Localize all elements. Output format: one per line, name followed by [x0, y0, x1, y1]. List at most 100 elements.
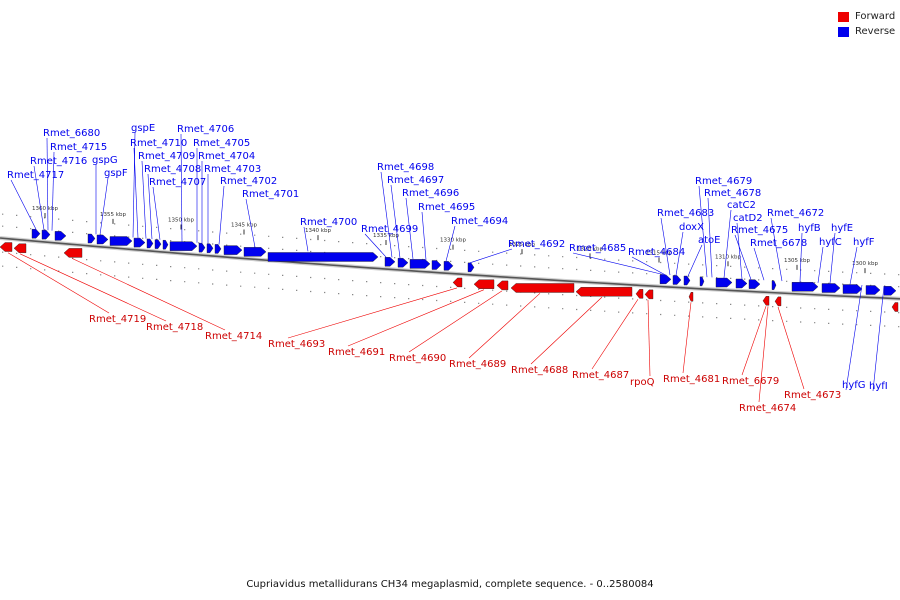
legend-label-forward: Forward: [855, 11, 896, 22]
label-leader-reverse: [421, 211, 427, 260]
legend-swatch-reverse: [838, 26, 849, 37]
scale-label: 1340 kbp: [305, 228, 331, 234]
gene-label-reverse: hyfB: [798, 223, 821, 234]
label-leader-reverse: [631, 256, 666, 276]
gene-arrow-reverse: [162, 240, 169, 250]
label-leader-reverse: [33, 165, 45, 230]
label-leader-reverse: [99, 177, 109, 235]
gene-label-reverse: Rmet_4706: [177, 124, 234, 135]
label-leader-reverse: [675, 231, 684, 276]
gene-label-forward: Rmet_4693: [268, 339, 325, 350]
label-leader-reverse: [799, 232, 803, 283]
gene-arrow-reverse: [214, 244, 222, 254]
gene-label-forward: Rmet_4688: [511, 365, 568, 376]
label-leader-reverse: [707, 197, 713, 278]
legend-label-reverse: Reverse: [855, 26, 896, 37]
gene-label-reverse: Rmet_4678: [704, 188, 761, 199]
scale-label: 1335 kbp: [373, 233, 399, 239]
label-leader-forward: [682, 302, 692, 374]
gene-label-forward: rpoQ: [630, 377, 655, 388]
map-caption: Cupriavidus metallidurans CH34 megaplasm…: [246, 579, 654, 590]
gene-label-reverse: Rmet_4705: [193, 138, 250, 149]
gene-label-reverse: atoE: [698, 235, 721, 246]
label-leader-reverse: [218, 185, 225, 245]
gene-arrow-reverse: [467, 262, 475, 273]
gene-label-reverse: gspE: [131, 123, 155, 134]
label-leader-reverse: [753, 247, 765, 281]
gene-label-reverse: Rmet_4683: [657, 208, 714, 219]
label-leader-forward: [647, 299, 651, 377]
gene-label-reverse: Rmet_6678: [750, 238, 807, 249]
gene-arrow-reverse: [54, 231, 67, 241]
gene-label-reverse: hyfC: [819, 237, 842, 248]
label-leader-reverse: [46, 137, 49, 231]
gene-label-reverse: Rmet_4717: [7, 170, 64, 181]
gene-label-forward: Rmet_4718: [146, 322, 203, 333]
gene-label-reverse: hyfI: [869, 381, 888, 392]
legend-item-forward: Forward: [838, 9, 895, 24]
scale-label: 1325 kbp: [509, 242, 535, 248]
gene-arrow-reverse: [41, 229, 51, 240]
gene-arrow-forward: [575, 287, 633, 297]
label-leader-reverse: [180, 133, 183, 242]
gene-arrow-reverse: [206, 243, 214, 253]
label-leader-forward: [19, 253, 167, 322]
gene-arrow-reverse: [883, 286, 897, 296]
label-leader-reverse: [245, 198, 256, 248]
gene-label-forward: Rmet_4674: [739, 403, 796, 414]
gene-arrow-reverse: [715, 277, 733, 288]
gene-label-reverse: catC2: [727, 200, 756, 211]
gene-label-reverse: gspF: [104, 168, 128, 179]
gene-label-reverse: Rmet_4702: [220, 176, 277, 187]
label-leader-reverse: [132, 132, 136, 238]
gene-label-forward: Rmet_4719: [89, 314, 146, 325]
label-leader-reverse: [405, 197, 414, 259]
scale-label: 1305 kbp: [784, 258, 810, 264]
label-leader-forward: [591, 299, 639, 370]
gene-arrow-forward: [0, 242, 13, 252]
gene-arrow-reverse: [748, 279, 761, 289]
gene-label-reverse: Rmet_4679: [695, 176, 752, 187]
gene-label-forward: Rmet_4714: [205, 331, 262, 342]
gene-arrow-reverse: [243, 247, 267, 257]
gene-arrow-reverse: [384, 257, 396, 267]
gene-label-reverse: Rmet_4700: [300, 217, 357, 228]
label-leader-forward: [468, 293, 541, 359]
gene-arrow-reverse: [735, 278, 748, 289]
label-leader-reverse: [849, 246, 858, 285]
gene-label-reverse: Rmet_4707: [149, 177, 206, 188]
sequence-backbone: [0, 237, 900, 300]
legend-item-reverse: Reverse: [838, 24, 895, 39]
scale-label: 1355 kbp: [100, 212, 126, 218]
label-leader-reverse: [572, 252, 665, 276]
label-leader-reverse: [845, 284, 863, 391]
gene-arrow-forward: [644, 289, 654, 300]
gene-label-forward: Rmet_4681: [663, 374, 720, 385]
scale-label: 1315 kbp: [646, 250, 672, 256]
label-leader-reverse: [736, 222, 743, 280]
scale-label: 1330 kbp: [440, 238, 466, 244]
label-leader-forward: [777, 306, 805, 390]
scale-label: 1300 kbp: [852, 261, 878, 267]
label-leader-reverse: [364, 233, 387, 258]
gene-arrow-reverse: [169, 241, 198, 251]
gene-label-reverse: Rmet_4709: [138, 151, 195, 162]
gene-arrow-forward: [452, 277, 463, 288]
label-leader-reverse: [687, 244, 703, 277]
scale-label: 1350 kbp: [168, 217, 194, 223]
label-leader-reverse: [698, 185, 708, 278]
label-leader-forward: [530, 296, 603, 365]
label-leader-forward: [287, 287, 458, 339]
gene-arrow-reverse: [133, 237, 146, 248]
gene-arrow-forward: [13, 243, 27, 253]
gene-arrow-reverse: [198, 242, 206, 253]
gene-label-forward: Rmet_4689: [449, 359, 506, 370]
gene-arrow-forward: [774, 296, 782, 307]
label-leader-reverse: [303, 226, 309, 252]
label-leader-forward: [71, 258, 226, 331]
legend: Forward Reverse: [838, 9, 895, 39]
scale-dots-mid-bottom: [2, 251, 900, 314]
gene-arrow-reverse: [409, 259, 431, 269]
gene-arrow-reverse: [683, 275, 691, 286]
